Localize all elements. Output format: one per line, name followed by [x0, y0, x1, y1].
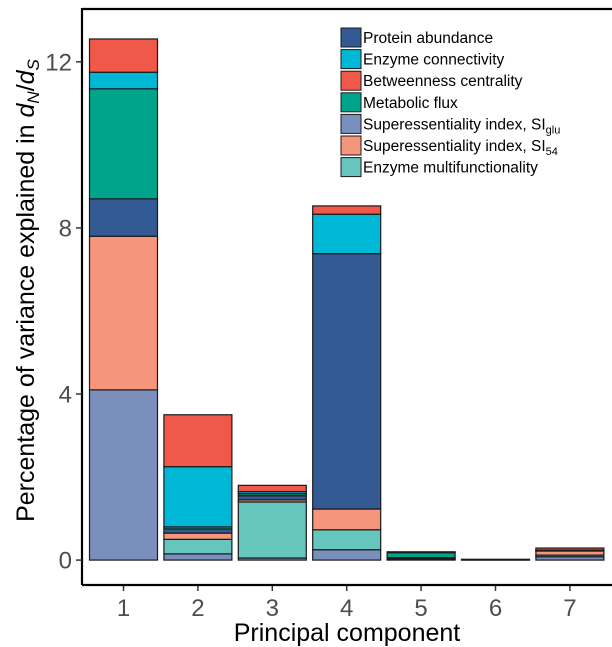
legend-label-4: Superessentiality index, SIglu — [363, 116, 560, 136]
bar-segment-pc1-series-3 — [88, 198, 159, 237]
y-axis-title-subscript-n: N — [24, 91, 43, 104]
bar-segment-pc3-series-1 — [237, 501, 307, 559]
legend-label-subscript-5: 54 — [546, 146, 558, 158]
bar-segment-pc4-series-0 — [312, 549, 382, 561]
bar-segment-pc7-series-6 — [535, 547, 605, 551]
x-tick-label-4: 4 — [340, 595, 353, 622]
bar-segment-pc1-series-0 — [88, 389, 159, 561]
bar-segment-pc3-series-3 — [237, 495, 307, 501]
bar-segment-pc4-series-2 — [312, 508, 382, 531]
legend-label-5: Superessentiality index, SI54 — [363, 138, 558, 158]
bar-segment-pc6-series-6 — [460, 558, 531, 561]
bar-segment-pc1-series-4 — [88, 88, 159, 200]
bars-layer — [88, 38, 605, 561]
y-tick-label-8: 8 — [59, 215, 72, 242]
y-axis-title-slash: / — [12, 84, 40, 91]
legend-label-subscript-4: glu — [546, 124, 561, 136]
bar-segment-pc2-series-2 — [163, 532, 233, 540]
y-axis-title-symbol-d2: d — [12, 69, 40, 84]
legend-swatch-5 — [340, 135, 362, 156]
x-tick-label-3: 3 — [266, 595, 279, 622]
y-tick-label-0: 0 — [59, 548, 72, 575]
y-tick-label-12: 12 — [45, 49, 72, 76]
y-axis-title-prefix: Percentage of variance explained in — [12, 117, 40, 521]
legend-swatch-1 — [340, 49, 362, 70]
legend-swatch-4 — [340, 113, 362, 134]
bar-segment-pc4-series-1 — [312, 529, 382, 551]
y-tick-label-4: 4 — [59, 382, 72, 409]
legend: Protein abundance Enzyme connectivity Betw… — [340, 27, 560, 178]
bar-segment-pc4-series-3 — [312, 253, 382, 510]
legend-label-2: Betweenness centrality — [363, 73, 523, 90]
x-tick-label-7: 7 — [563, 595, 576, 622]
y-axis-title-subscript-s: S — [24, 58, 43, 70]
x-tick-label-1: 1 — [117, 595, 130, 622]
legend-label-6: Enzyme multifunctionality — [363, 160, 538, 177]
bar-segment-pc2-series-1 — [163, 538, 233, 555]
bar-segment-pc2-series-5 — [163, 466, 233, 528]
bar-segment-pc2-series-6 — [163, 414, 233, 468]
legend-label-1: Enzyme connectivity — [363, 52, 505, 69]
bar-segment-pc1-series-2 — [88, 235, 159, 391]
bar-segment-pc2-series-3 — [163, 528, 233, 534]
bar-segment-pc4-series-6 — [312, 205, 382, 215]
bar-segment-pc1-series-5 — [88, 71, 159, 90]
x-tick-label-5: 5 — [414, 595, 427, 622]
x-tick-label-6: 6 — [489, 595, 502, 622]
y-axis-title-symbol-d: d — [12, 102, 40, 117]
legend-swatch-0 — [340, 27, 362, 48]
y-axis-title: Percentage of variance explained in dN/d… — [12, 58, 43, 521]
x-tick-label-2: 2 — [191, 595, 204, 622]
bar-segment-pc5-series-6 — [386, 551, 456, 553]
x-axis-title: Principal component — [234, 619, 461, 647]
legend-label-3: Metabolic flux — [363, 95, 458, 112]
bar-segment-pc2-series-0 — [163, 553, 233, 561]
legend-label-0: Protein abundance — [363, 30, 493, 47]
legend-swatch-2 — [340, 70, 362, 91]
bar-segment-pc3-series-6 — [237, 484, 307, 493]
bar-segment-pc4-series-5 — [312, 213, 382, 255]
legend-swatch-3 — [340, 92, 362, 113]
legend-swatch-6 — [340, 157, 362, 178]
bar-segment-pc5-series-4 — [386, 552, 456, 559]
bar-segment-pc1-series-6 — [88, 38, 159, 73]
